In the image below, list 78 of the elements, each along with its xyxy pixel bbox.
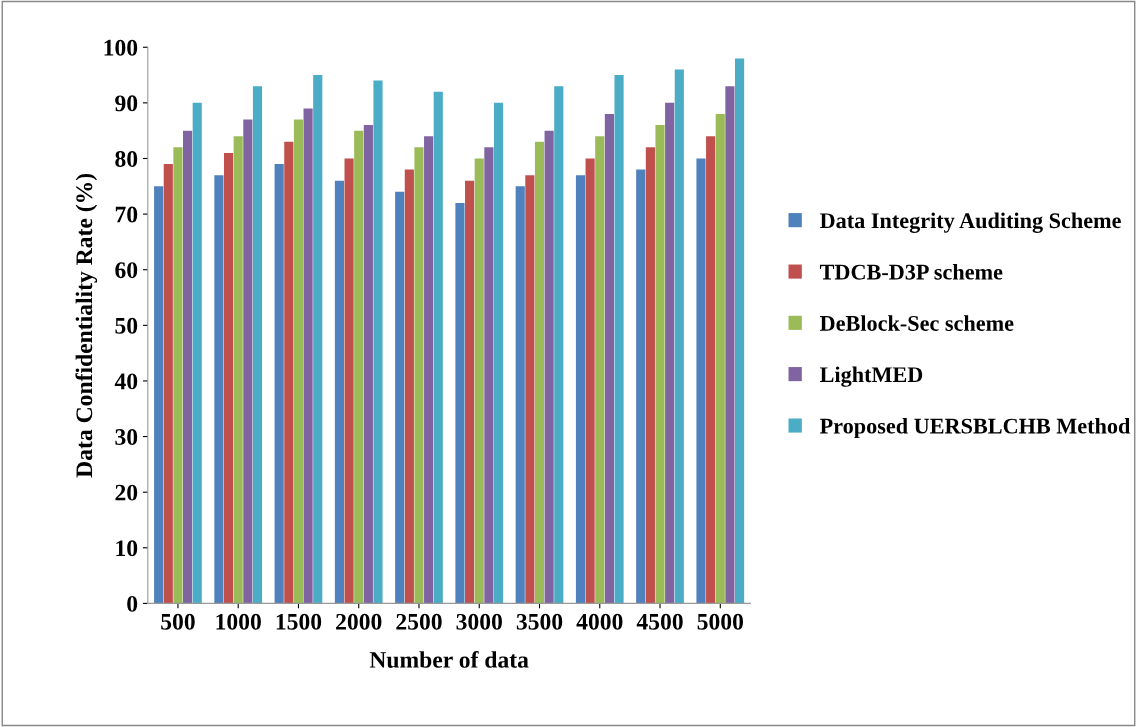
x-tick-label: 1000 (216, 613, 261, 630)
bar (303, 108, 313, 604)
bar (214, 175, 224, 604)
x-tick-label: 2000 (336, 613, 382, 630)
y-tick-label: 50 (115, 317, 138, 334)
bar (734, 58, 745, 604)
legend-label: Data Integrity Auditing Scheme (820, 212, 1121, 233)
bar (223, 152, 234, 604)
bar (373, 80, 383, 604)
y-tick-label: 80 (115, 150, 138, 167)
y-tick-label: 40 (114, 373, 138, 390)
bar (554, 86, 564, 604)
bar (725, 86, 735, 604)
x-tick-label: 1500 (276, 613, 322, 630)
bar (274, 164, 284, 604)
bar (655, 125, 665, 604)
y-tick-label: 70 (115, 206, 138, 223)
bar (243, 119, 253, 604)
bar (313, 75, 323, 604)
bar (525, 175, 535, 604)
bar (233, 136, 243, 604)
y-axis-title: Data Confidentiality Rate (%) (75, 173, 98, 478)
x-tick-label: 2500 (396, 613, 442, 630)
bar (706, 136, 716, 604)
bar (585, 158, 595, 604)
bar (595, 136, 605, 604)
x-tick-label: 5000 (697, 613, 743, 630)
legend-label: DeBlock-Sec scheme (820, 315, 1014, 331)
bar (484, 147, 494, 604)
bar (534, 141, 545, 604)
legend-label: LightMED (819, 366, 923, 387)
bar (404, 169, 414, 604)
y-tick-label: 30 (115, 429, 138, 445)
y-tick-label: 100 (104, 39, 138, 56)
bar (575, 175, 586, 604)
bar (455, 202, 465, 604)
bar (354, 130, 364, 604)
bar (173, 147, 183, 604)
bar (163, 164, 173, 604)
bar (696, 158, 706, 604)
y-tick-label: 60 (115, 262, 138, 279)
bar (192, 102, 202, 604)
x-axis-title: Number of data (369, 650, 529, 668)
bar (284, 141, 294, 604)
y-tick-label: 10 (116, 540, 138, 557)
bar (344, 158, 354, 604)
y-tick-label: 0 (127, 595, 138, 612)
bar (604, 113, 614, 604)
bar (414, 147, 424, 604)
x-tick-label: 4000 (576, 613, 623, 630)
bar (715, 113, 725, 604)
bar (544, 130, 554, 604)
bar (183, 130, 193, 604)
x-tick-label: 4500 (636, 613, 683, 630)
bar (363, 125, 373, 604)
x-tick-label: 500 (161, 613, 195, 630)
bar (515, 186, 525, 604)
bar (645, 147, 655, 604)
legend-label: Proposed UERSBLCHB Method (819, 417, 1131, 439)
bar (252, 86, 263, 604)
bar (474, 158, 484, 604)
bar (395, 191, 405, 604)
x-tick-label: 3500 (516, 613, 563, 630)
bar (293, 119, 304, 604)
bar (433, 91, 443, 604)
x-tick-label: 3000 (456, 613, 502, 630)
bar (154, 186, 164, 604)
y-tick-label: 20 (115, 484, 138, 501)
bar (424, 136, 434, 604)
bar (465, 180, 475, 604)
bar (636, 169, 646, 604)
legend-label: TDCB-D3P scheme (819, 263, 1003, 280)
bar (665, 102, 675, 604)
bar (493, 102, 504, 604)
bar (334, 180, 345, 604)
bar (614, 75, 624, 604)
bar (674, 69, 684, 604)
y-tick-label: 90 (115, 95, 138, 112)
